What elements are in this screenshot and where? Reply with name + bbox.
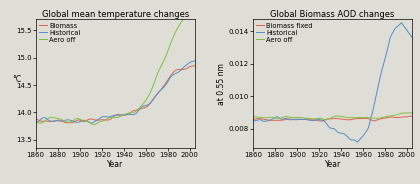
- Biomass fixed: [250, 118, 255, 121]
- Aero off: [78, 118, 83, 121]
- Historical: [193, 60, 198, 62]
- Historical: [410, 37, 415, 39]
- Biomass fixed: [295, 118, 300, 121]
- Title: Global mean temperature changes: Global mean temperature changes: [42, 10, 189, 19]
- Aero off: [73, 118, 78, 120]
- Aero off: [323, 119, 328, 121]
- Historical: [115, 114, 120, 116]
- Biomass: [33, 118, 38, 120]
- Aero off: [269, 116, 274, 118]
- Aero off: [92, 123, 97, 126]
- Line: Historical: Historical: [36, 61, 195, 123]
- Biomass fixed: [345, 119, 350, 121]
- Legend: Biomass fixed, Historical, Aero off: Biomass fixed, Historical, Aero off: [255, 21, 314, 44]
- Aero off: [289, 116, 294, 118]
- Historical: [399, 22, 404, 24]
- Historical: [295, 118, 300, 120]
- Line: Biomass fixed: Biomass fixed: [253, 116, 412, 121]
- Y-axis label: °C: °C: [12, 75, 21, 84]
- Historical: [355, 141, 360, 143]
- Aero off: [52, 117, 57, 119]
- Historical: [290, 118, 295, 121]
- Biomass: [79, 120, 84, 122]
- Biomass fixed: [269, 119, 274, 121]
- Historical: [78, 120, 83, 123]
- Legend: Biomass, Historical, Aero off: Biomass, Historical, Aero off: [38, 21, 81, 44]
- Biomass: [128, 112, 133, 114]
- Line: Aero off: Aero off: [253, 113, 412, 120]
- Historical: [33, 121, 38, 123]
- Historical: [73, 121, 78, 123]
- Aero off: [345, 116, 350, 119]
- Aero off: [290, 116, 295, 119]
- Biomass fixed: [290, 118, 295, 121]
- Biomass: [193, 64, 198, 67]
- X-axis label: Year: Year: [325, 160, 341, 169]
- Biomass: [74, 119, 79, 122]
- Aero off: [128, 112, 133, 114]
- Aero off: [115, 116, 120, 119]
- X-axis label: Year: Year: [108, 160, 123, 169]
- Biomass fixed: [318, 120, 323, 122]
- Title: Global Biomass AOD changes: Global Biomass AOD changes: [270, 10, 395, 19]
- Historical: [72, 121, 77, 123]
- Historical: [250, 119, 255, 121]
- Biomass: [73, 120, 78, 122]
- Historical: [88, 122, 93, 124]
- Historical: [331, 127, 336, 130]
- Biomass: [68, 122, 74, 124]
- Historical: [269, 118, 274, 121]
- Aero off: [193, 1, 198, 3]
- Aero off: [410, 112, 415, 114]
- Biomass fixed: [332, 118, 337, 120]
- Aero off: [250, 116, 255, 118]
- Biomass: [115, 114, 120, 116]
- Aero off: [295, 116, 300, 118]
- Line: Biomass: Biomass: [36, 66, 195, 123]
- Biomass fixed: [410, 115, 415, 117]
- Biomass: [52, 120, 57, 122]
- Biomass fixed: [289, 118, 294, 120]
- Aero off: [332, 115, 337, 118]
- Historical: [128, 113, 133, 116]
- Line: Historical: Historical: [253, 23, 412, 142]
- Line: Aero off: Aero off: [36, 2, 195, 125]
- Aero off: [33, 121, 38, 124]
- Historical: [344, 135, 349, 137]
- Historical: [289, 119, 294, 121]
- Historical: [52, 120, 57, 122]
- Aero off: [72, 119, 77, 121]
- Y-axis label: at 0.55 nm: at 0.55 nm: [217, 63, 226, 105]
